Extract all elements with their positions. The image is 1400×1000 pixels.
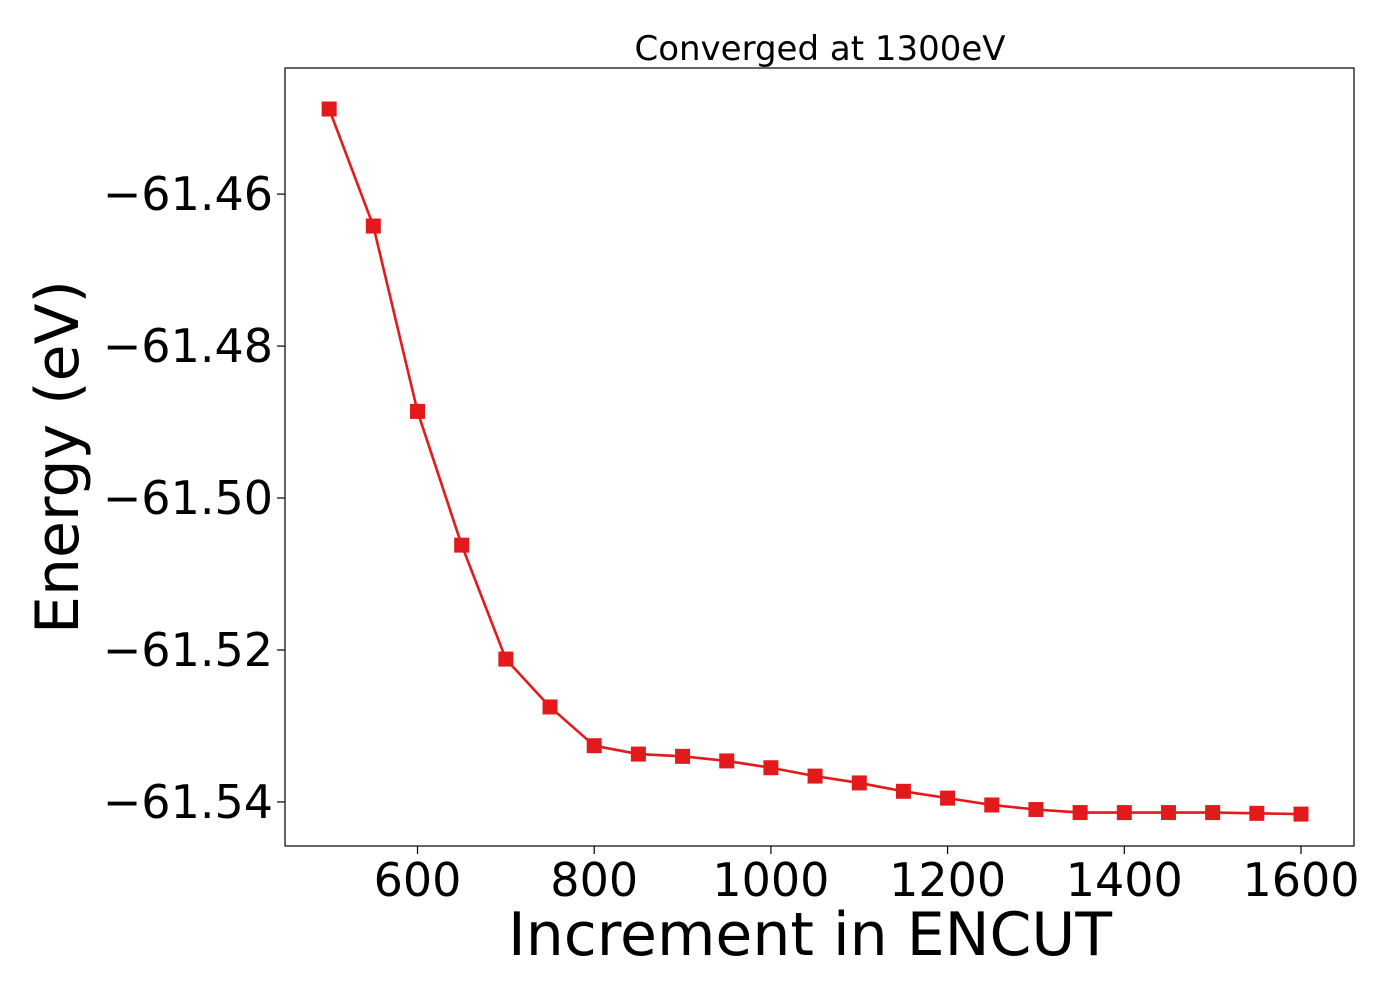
x-tick-label: 600 [374,853,462,907]
y-tick-label: −61.46 [103,167,273,221]
data-point [586,738,602,754]
data-point [719,753,735,769]
data-point [321,101,337,117]
data-point [630,746,646,762]
data-point [410,403,426,419]
x-axis-ticks: 600 800 1000 1200 1400 1600 [374,846,1360,907]
series-line-0 [327,108,1302,816]
data-point [1293,806,1309,822]
y-tick-label: −61.48 [103,319,273,373]
x-tick-label: 1000 [712,853,829,907]
data-point [365,218,381,234]
x-axis-title: Increment in ENCUT [508,900,1112,970]
data-point [1205,805,1221,821]
y-tick-label: −61.50 [103,471,273,525]
y-axis-ticks: −61.46 −61.48 −61.50 −61.52 −61.54 [103,167,285,829]
data-point [763,760,779,776]
x-tick-label: 800 [550,853,638,907]
data-point [1160,805,1176,821]
data-point [498,651,514,667]
y-axis-title: Energy (eV) [23,280,93,634]
data-point [1249,805,1265,821]
data-point [1116,805,1132,821]
data-point [984,797,1000,813]
y-tick-label: −61.54 [103,775,273,829]
plot-area [321,101,1309,822]
data-point [454,537,470,553]
x-tick-label: 1400 [1066,853,1183,907]
data-point [851,775,867,791]
data-point [542,699,558,715]
y-tick-label: −61.52 [103,623,273,677]
x-tick-label: 1200 [889,853,1006,907]
data-point [895,783,911,799]
axes-frame [284,67,1355,847]
data-point [807,768,823,784]
chart-title: Converged at 1300eV [634,29,1005,69]
x-tick-label: 1600 [1242,853,1359,907]
data-point [1072,805,1088,821]
data-point [940,790,956,806]
data-point [675,748,691,764]
data-point [1028,802,1044,818]
